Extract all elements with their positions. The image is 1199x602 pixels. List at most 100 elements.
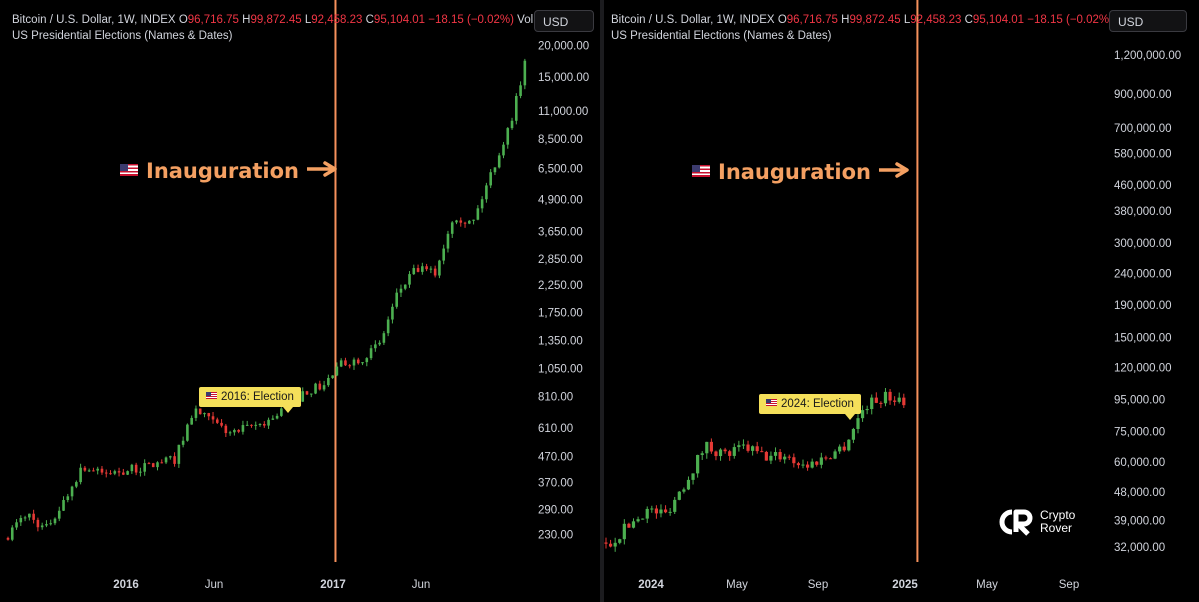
candle-body xyxy=(15,522,18,528)
candle-body xyxy=(147,463,151,465)
candle-body xyxy=(207,413,211,417)
inauguration-label: Inauguration xyxy=(718,160,872,184)
candle-body xyxy=(425,266,428,270)
candle-body xyxy=(897,397,901,402)
open-value: 96,716.75 xyxy=(187,14,239,26)
candle-body xyxy=(842,446,846,451)
candle-body xyxy=(10,527,14,540)
arrow-right-icon xyxy=(307,161,337,177)
candle-body xyxy=(686,479,691,490)
election-label-2024[interactable]: 2024: Election xyxy=(759,394,861,420)
candle-body xyxy=(314,383,317,394)
y-tick-label: 190,000.00 xyxy=(1114,300,1172,312)
candle-body xyxy=(23,517,27,519)
x-tick-label: May xyxy=(726,579,748,591)
candle-body xyxy=(173,456,176,464)
y-tick-label: 60,000.00 xyxy=(1114,457,1165,469)
y-tick-label: 120,000.00 xyxy=(1114,363,1172,375)
crypto-rover-logo: Crypto Rover xyxy=(996,508,1075,536)
candle-body xyxy=(57,510,61,519)
candle-body xyxy=(113,471,117,474)
candle-body xyxy=(636,519,640,522)
candle-body xyxy=(783,456,787,460)
candle-body xyxy=(87,470,91,472)
candle-body xyxy=(352,359,356,366)
candle-body xyxy=(109,473,112,475)
candle-body xyxy=(714,451,718,457)
candle-body xyxy=(62,500,65,511)
candle-body xyxy=(641,518,645,520)
candle-body xyxy=(40,525,44,528)
candle-body xyxy=(433,268,437,276)
candle-body xyxy=(318,383,322,390)
candle-body xyxy=(130,464,134,472)
candle-body xyxy=(421,266,424,272)
candle-body xyxy=(737,445,741,448)
high-label: H xyxy=(242,14,251,26)
y-tick-label: 48,000.00 xyxy=(1114,487,1165,499)
y-tick-label: 39,000.00 xyxy=(1114,515,1165,527)
currency-button[interactable]: USD xyxy=(1109,10,1187,32)
candle-body xyxy=(833,451,837,459)
close-value: 95,104.01 xyxy=(972,14,1025,26)
us-flag-icon xyxy=(120,164,138,176)
y-tick-label: 370.00 xyxy=(538,478,573,490)
candle-body xyxy=(416,268,420,272)
chart-panel-2016[interactable]: 20,000.00 15,000.00 11,000.00 8,500.00 6,500… xyxy=(0,0,600,602)
candle-body xyxy=(280,408,283,416)
candle-body xyxy=(741,444,746,446)
panel-divider[interactable] xyxy=(600,0,604,602)
y-tick-label: 230.00 xyxy=(538,530,573,542)
candle-body xyxy=(450,222,454,234)
y-tick-label: 8,500.00 xyxy=(538,134,583,146)
candle-body xyxy=(760,451,764,453)
y-tick-label: 4,900.00 xyxy=(538,194,583,206)
candle-body xyxy=(604,542,608,544)
candle-body xyxy=(787,456,791,458)
ohlc-header: Bitcoin / U.S. Dollar, 1W, INDEX O96,716… xyxy=(12,14,543,26)
x-tick-label: Sep xyxy=(1059,579,1079,591)
candle-body xyxy=(6,537,10,540)
candlestick-chart-2024[interactable]: 1,200,000.00 900,000.00 700,000.00 580,000.… xyxy=(604,0,1199,602)
candle-body xyxy=(613,542,617,547)
y-tick-label: 1,050.00 xyxy=(538,363,583,375)
candle-body xyxy=(224,425,228,434)
candlestick-chart-2016[interactable]: 20,000.00 15,000.00 11,000.00 8,500.00 6,500… xyxy=(0,0,600,602)
ohlc-header: Bitcoin / U.S. Dollar, 1W, INDEX O96,716… xyxy=(611,14,1113,26)
x-tick-label: 2025 xyxy=(892,579,918,591)
candle-body xyxy=(271,418,275,420)
high-label: H xyxy=(841,14,850,26)
candle-body xyxy=(49,523,53,525)
y-tick-label: 460,000.00 xyxy=(1114,180,1172,192)
candle-body xyxy=(732,447,736,456)
y-tick-label: 32,000.00 xyxy=(1114,542,1165,554)
x-tick-label: Jun xyxy=(205,579,224,591)
candle-body xyxy=(79,467,82,483)
chart-panel-2024[interactable]: 1,200,000.00 900,000.00 700,000.00 580,000.… xyxy=(604,0,1199,602)
candle-body xyxy=(773,452,778,456)
close-label: C xyxy=(365,14,374,26)
candle-body xyxy=(480,199,484,209)
candle-body xyxy=(883,391,888,404)
high-value: 99,872.45 xyxy=(250,14,302,26)
candle-body xyxy=(408,274,411,285)
low-label: L xyxy=(304,14,312,26)
election-label-2016[interactable]: 2016: Election xyxy=(199,387,301,413)
election-text: 2024: Election xyxy=(781,398,854,410)
candle-body xyxy=(395,292,398,307)
open-label: O xyxy=(178,14,188,26)
currency-button[interactable]: USD xyxy=(534,10,594,32)
y-tick-label: 1,350.00 xyxy=(538,336,583,348)
x-tick-label: 2017 xyxy=(320,579,346,591)
candle-body xyxy=(186,424,189,441)
candle-body xyxy=(879,402,883,404)
candle-body xyxy=(75,482,78,487)
low-value: 92,458.23 xyxy=(910,14,962,26)
candle-body xyxy=(696,454,700,474)
candle-body xyxy=(815,461,819,465)
y-tick-label: 11,000.00 xyxy=(538,106,588,118)
candle-body xyxy=(700,453,704,455)
y-tick-label: 20,000.00 xyxy=(538,40,589,52)
y-tick-label: 290.00 xyxy=(538,504,573,516)
y-tick-label: 470.00 xyxy=(538,451,573,463)
